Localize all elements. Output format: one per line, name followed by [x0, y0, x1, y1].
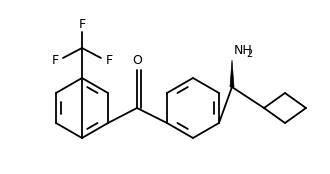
Text: F: F — [51, 53, 58, 66]
Text: NH: NH — [234, 45, 253, 57]
Polygon shape — [230, 60, 234, 87]
Text: F: F — [106, 53, 113, 66]
Text: F: F — [79, 18, 85, 31]
Text: 2: 2 — [246, 49, 252, 59]
Text: O: O — [132, 54, 142, 68]
